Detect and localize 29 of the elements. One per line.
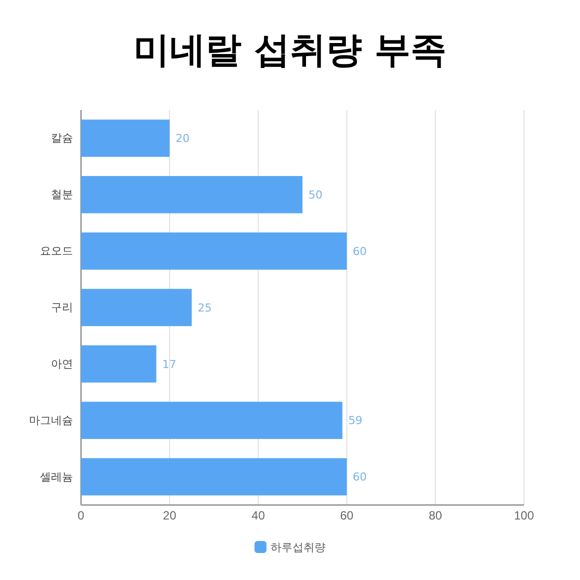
y-tick-label: 구리 xyxy=(51,302,73,314)
bar xyxy=(81,232,347,270)
x-tick-label: 0 xyxy=(78,508,85,523)
bar xyxy=(81,345,156,383)
y-tick-label: 마그네슘 xyxy=(29,414,73,427)
x-tick-label: 20 xyxy=(162,508,177,523)
data-label: 60 xyxy=(352,470,367,484)
y-tick-label: 아연 xyxy=(51,358,73,370)
bar xyxy=(81,402,342,439)
y-tick-label: 철분 xyxy=(51,189,73,202)
x-tick-label: 40 xyxy=(252,508,266,523)
data-label: 20 xyxy=(176,132,190,146)
bar xyxy=(81,288,192,326)
x-tick-label: 60 xyxy=(340,508,354,523)
data-label: 59 xyxy=(348,414,362,428)
chart-title: 미네랄 섭취량 부족 xyxy=(133,30,447,71)
bar xyxy=(81,458,347,496)
y-tick-label: 칼슘 xyxy=(51,132,73,145)
bar xyxy=(81,176,302,214)
legend-label: 하루섭취량 xyxy=(270,540,326,554)
bar xyxy=(81,120,170,157)
x-tick-label: 100 xyxy=(514,508,534,523)
data-label: 17 xyxy=(162,358,176,371)
y-tick-label: 요오드 xyxy=(40,246,73,258)
data-label: 60 xyxy=(352,244,367,258)
x-tick-label: 80 xyxy=(428,508,442,523)
data-label: 25 xyxy=(198,301,212,314)
data-label: 50 xyxy=(308,188,322,202)
y-tick-label: 셀레늄 xyxy=(40,471,73,484)
